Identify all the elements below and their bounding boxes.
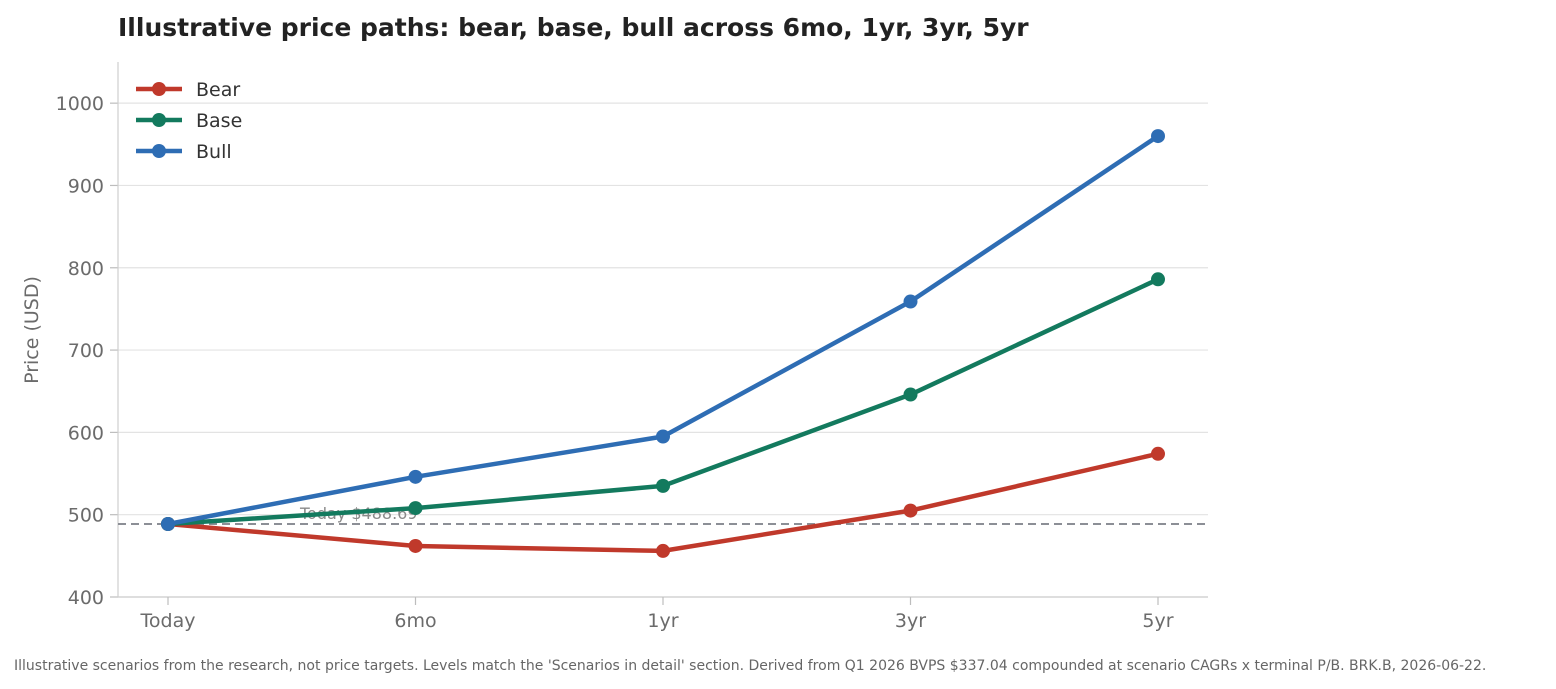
data-point-bull (1151, 129, 1165, 144)
data-point-bull (408, 469, 423, 484)
footnote: Illustrative scenarios from the research… (14, 658, 1486, 674)
x-tick-label: 1yr (647, 610, 678, 632)
x-tick-labels: Today 6mo 1yr 3yr 5yr (140, 610, 1174, 632)
data-point-bull (656, 429, 670, 444)
y-tick-label: 800 (68, 258, 104, 280)
y-tick-label: 600 (68, 422, 104, 444)
data-point-base (1151, 272, 1165, 287)
data-point-bear (1151, 446, 1165, 461)
y-tick-label: 400 (68, 587, 104, 609)
reference-line-group: Today $488.69 (118, 504, 1208, 526)
legend-marker (152, 82, 166, 96)
series-line-bear (165, 451, 1161, 554)
series-bull (161, 129, 1165, 532)
legend-marker (152, 144, 166, 158)
y-tick-label: 1000 (56, 93, 104, 115)
legend-item-bull: Bull (136, 141, 232, 163)
series-base (161, 272, 1165, 532)
axes (117, 62, 1208, 605)
data-point-base (656, 478, 670, 493)
chart-title: Illustrative price paths: bear, base, bu… (118, 13, 1029, 42)
x-tick-label: 3yr (895, 610, 926, 632)
series-line-bull (165, 133, 1161, 527)
data-point-bear (656, 543, 670, 558)
x-tick-label: 6mo (394, 610, 436, 632)
data-point-bull (161, 517, 175, 532)
x-tick-label: Today (140, 610, 196, 632)
x-tick-label: 5yr (1142, 610, 1173, 632)
series-bear (161, 446, 1165, 558)
legend-marker (152, 113, 166, 127)
legend-item-bear: Bear (136, 79, 240, 101)
grid (110, 102, 1208, 598)
data-point-base (408, 501, 423, 516)
legend-item-base: Base (136, 110, 242, 132)
legend-label: Bear (196, 79, 240, 101)
data-point-bull (903, 294, 918, 309)
legend-label: Base (196, 110, 242, 132)
y-tick-labels: 400 500 600 700 800 900 1000 (56, 93, 104, 609)
series-group (161, 129, 1165, 558)
data-point-bear (408, 538, 423, 553)
y-tick-label: 700 (68, 340, 104, 362)
y-tick-label: 900 (68, 175, 104, 197)
data-point-base (903, 387, 918, 402)
y-tick-label: 500 (68, 505, 104, 527)
y-axis-label: Price (USD) (21, 276, 43, 384)
data-point-bear (903, 503, 918, 518)
legend-label: Bull (196, 141, 232, 163)
legend: Bear Base Bull (136, 79, 242, 163)
